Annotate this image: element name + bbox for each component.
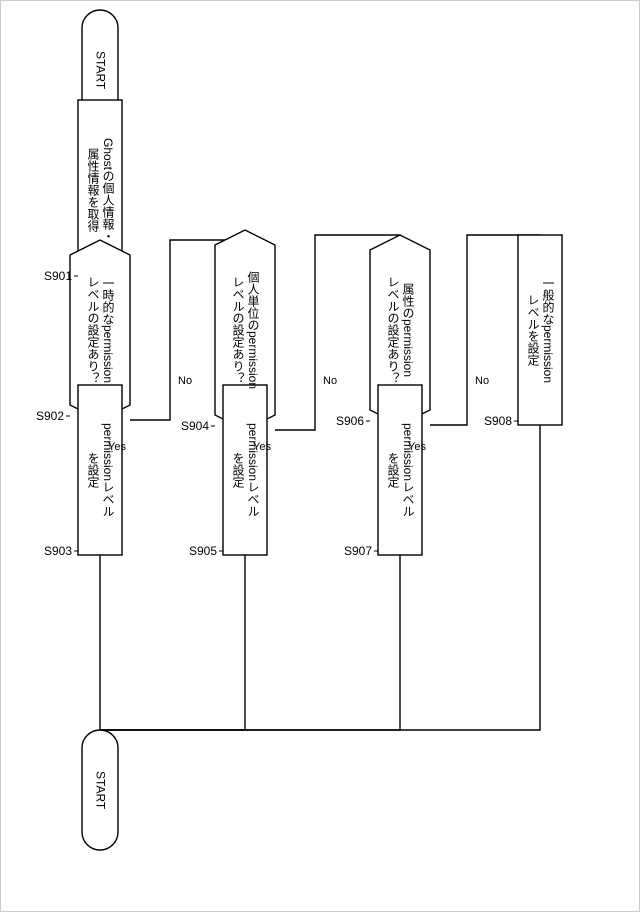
- node-label: permissionレベルを設定: [378, 385, 422, 555]
- node-label: permissionレベルを設定: [78, 385, 122, 555]
- step-label: S902: [36, 409, 64, 423]
- edge-label: No: [178, 375, 192, 387]
- edge-label: Yes: [253, 441, 271, 453]
- node-label: 一般的なpermissionレベルを設定: [518, 235, 562, 425]
- node-label: permissionレベルを設定: [223, 385, 267, 555]
- node-label: START: [82, 730, 118, 850]
- step-label: S904: [181, 419, 209, 433]
- step-label: S906: [336, 414, 364, 428]
- step-label: S903: [44, 544, 72, 558]
- edge-label: No: [323, 375, 337, 387]
- flowchart-canvas: STARTGhostの個人情報・属性情報を取得S901一時的なpermissio…: [0, 0, 640, 912]
- edge-label: Yes: [408, 441, 426, 453]
- edge-label: No: [475, 375, 489, 387]
- step-label: S901: [44, 269, 72, 283]
- edge-label: Yes: [108, 441, 126, 453]
- step-label: S905: [189, 544, 217, 558]
- step-label: S908: [484, 414, 512, 428]
- step-label: S907: [344, 544, 372, 558]
